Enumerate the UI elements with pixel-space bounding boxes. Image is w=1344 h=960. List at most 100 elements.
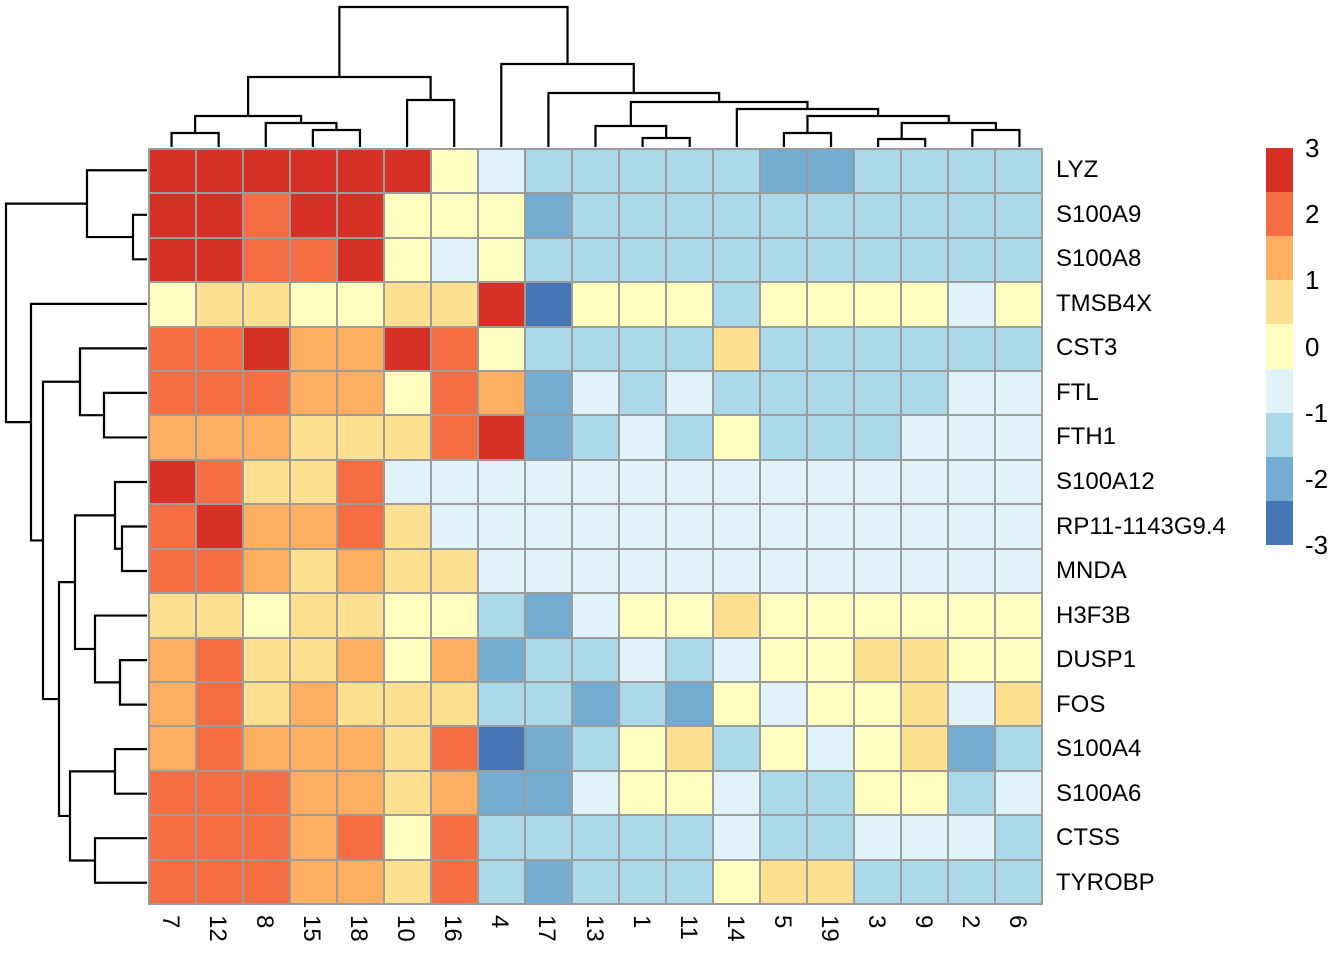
heatmap-cell <box>478 149 525 194</box>
heatmap-cell <box>243 815 290 860</box>
heatmap-cell <box>948 237 995 283</box>
heatmap-cell <box>196 637 243 682</box>
column-label: 18 <box>344 915 372 942</box>
heatmap-cell <box>854 282 901 327</box>
heatmap-cell <box>807 681 854 727</box>
heatmap-cell <box>478 637 525 682</box>
heatmap-cell <box>760 282 807 327</box>
heatmap-cell <box>807 504 854 549</box>
heatmap-cell <box>807 415 854 460</box>
colorbar-tick: 2 <box>1305 199 1320 230</box>
heatmap-cell <box>525 237 572 283</box>
heatmap-cell <box>290 815 337 860</box>
heatmap-cell <box>854 326 901 372</box>
heatmap-cell <box>196 282 243 327</box>
heatmap-cell <box>854 859 901 904</box>
heatmap-cell <box>666 459 713 505</box>
heatmap-cell <box>995 548 1042 594</box>
row-label: S100A6 <box>1056 779 1142 807</box>
heatmap-cell <box>854 770 901 816</box>
heatmap-cell <box>431 326 478 372</box>
heatmap-cell <box>384 859 431 904</box>
heatmap-cell <box>384 459 431 505</box>
heatmap-cell <box>713 593 760 638</box>
heatmap-cell <box>760 815 807 860</box>
heatmap-cell <box>760 459 807 505</box>
heatmap-cell <box>290 593 337 638</box>
heatmap-cell <box>243 149 290 194</box>
heatmap-cell <box>431 459 478 505</box>
heatmap-cell <box>854 593 901 638</box>
heatmap-cell <box>713 237 760 283</box>
column-label: 10 <box>392 915 420 942</box>
heatmap-cell <box>196 770 243 816</box>
column-label: 14 <box>721 915 749 942</box>
heatmap-cell <box>525 149 572 194</box>
heatmap-cell <box>572 237 619 283</box>
heatmap-cell <box>995 681 1042 727</box>
colorbar-block <box>1266 192 1293 237</box>
heatmap-cell <box>948 282 995 327</box>
heatmap-cell <box>948 815 995 860</box>
heatmap-cell <box>666 637 713 682</box>
heatmap-cell <box>149 237 196 283</box>
heatmap-cell <box>807 637 854 682</box>
heatmap-cell <box>149 770 196 816</box>
heatmap-cell <box>149 149 196 194</box>
heatmap-cell <box>149 415 196 460</box>
heatmap-cell <box>149 548 196 594</box>
heatmap-cell <box>384 770 431 816</box>
heatmap-cell <box>196 237 243 283</box>
column-label: 3 <box>863 915 891 929</box>
heatmap-cell <box>572 815 619 860</box>
heatmap-cell <box>290 415 337 460</box>
colorbar-tick: -1 <box>1305 397 1329 428</box>
heatmap-cell <box>807 459 854 505</box>
heatmap-cell <box>619 637 666 682</box>
heatmap-cell <box>666 504 713 549</box>
heatmap-cell <box>431 726 478 771</box>
heatmap-cell <box>384 593 431 638</box>
heatmap-cell <box>948 726 995 771</box>
heatmap-cell <box>807 237 854 283</box>
heatmap-cell <box>149 371 196 416</box>
heatmap-cell <box>807 593 854 638</box>
heatmap-cell <box>995 504 1042 549</box>
heatmap-cell <box>290 282 337 327</box>
colorbar-tick: 1 <box>1305 265 1320 296</box>
heatmap-cell <box>713 282 760 327</box>
heatmap-cell <box>713 371 760 416</box>
heatmap-cell <box>478 548 525 594</box>
heatmap-cell <box>619 815 666 860</box>
heatmap-cell <box>431 637 478 682</box>
heatmap-cell <box>196 371 243 416</box>
heatmap-cell <box>619 593 666 638</box>
heatmap-cell <box>149 504 196 549</box>
heatmap-cell <box>666 681 713 727</box>
heatmap-cell <box>713 415 760 460</box>
heatmap-cell <box>149 459 196 505</box>
heatmap-cell <box>807 770 854 816</box>
heatmap-cell <box>290 770 337 816</box>
heatmap-cell <box>760 593 807 638</box>
heatmap-cell <box>901 726 948 771</box>
colorbar-tick: 0 <box>1305 331 1320 362</box>
row-label: H3F3B <box>1056 601 1131 629</box>
heatmap-cell <box>149 637 196 682</box>
heatmap-cell <box>384 326 431 372</box>
heatmap-cell <box>337 815 384 860</box>
heatmap-cell <box>290 637 337 682</box>
heatmap-cell <box>196 504 243 549</box>
heatmap-cell <box>854 415 901 460</box>
heatmap-cell <box>243 237 290 283</box>
heatmap-cell <box>854 459 901 505</box>
heatmap-cell <box>619 282 666 327</box>
row-label: CST3 <box>1056 334 1118 362</box>
row-label: S100A12 <box>1056 467 1155 495</box>
heatmap-cell <box>948 326 995 372</box>
heatmap-cell <box>337 504 384 549</box>
heatmap-cell <box>760 237 807 283</box>
heatmap-cell <box>901 459 948 505</box>
heatmap-cell <box>901 149 948 194</box>
column-label: 15 <box>297 915 325 942</box>
